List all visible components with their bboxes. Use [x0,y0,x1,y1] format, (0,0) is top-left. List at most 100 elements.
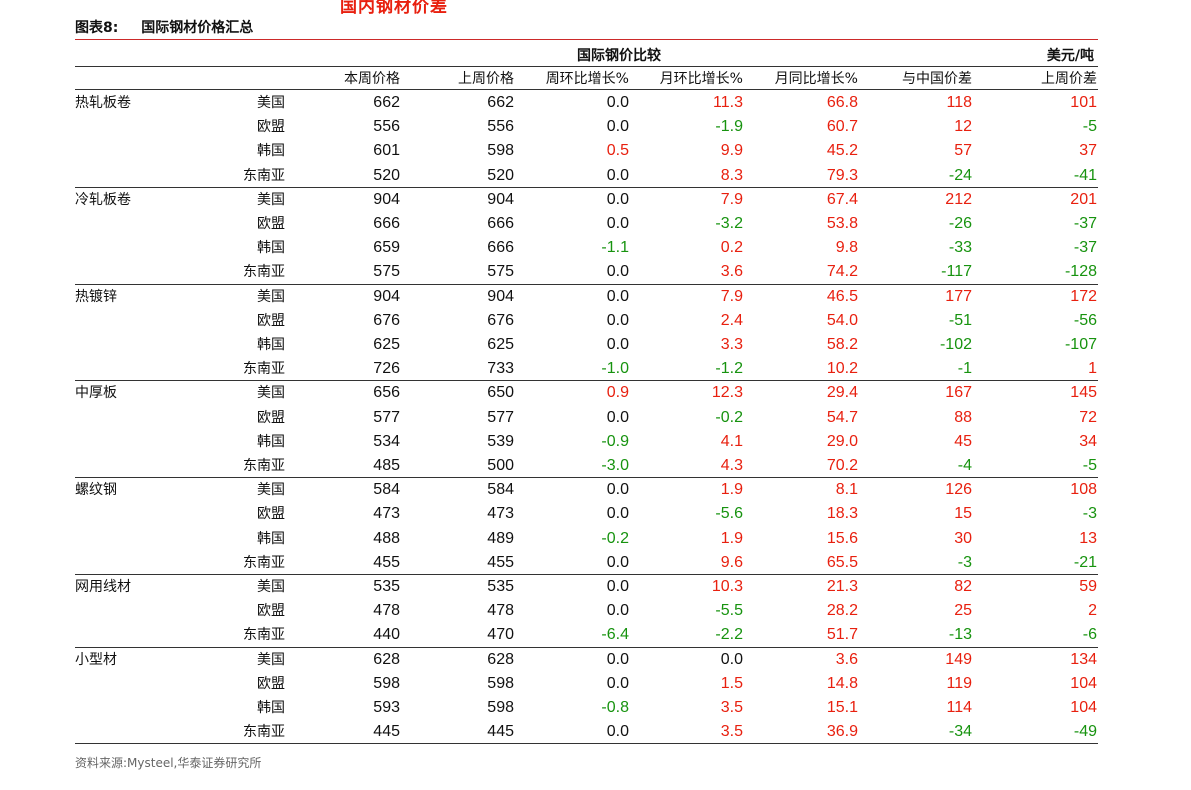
cell-value: 167 [945,384,972,402]
cell-value: 15.6 [826,529,858,547]
region-label: 韩国 [257,337,285,353]
cell-value: -41 [1073,166,1097,184]
group-separator [75,743,1098,745]
cell-value: -1 [957,360,972,378]
cell-value: 149 [945,650,972,668]
table-row: 螺纹钢 美国 584 584 0.0 1.9 8.1 126 108 [0,478,1191,502]
region-label: 欧盟 [257,603,285,620]
cell-value: 72 [1079,408,1097,426]
product-category: 中厚板 [75,385,117,402]
col-header-last-week: 上周价格 [458,71,514,87]
cell-value: 30 [954,529,972,547]
table-row: 欧盟 598 598 0.0 1.5 14.8 119 104 [0,672,1191,696]
cell-value: -37 [1073,239,1097,257]
column-header-rule [75,89,1098,90]
cell-value: -1.0 [601,360,629,378]
cell-value: 470 [487,626,514,644]
table-row: 欧盟 556 556 0.0 -1.9 60.7 12 -5 [0,115,1191,139]
cell-value: 51.7 [826,626,858,644]
cell-value: 440 [373,626,400,644]
cell-value: -102 [939,336,972,353]
cell-value: 666 [373,215,400,232]
group-separator [75,380,1098,382]
cell-value: 88 [954,408,972,426]
col-header-last-spread: 上周价差 [1041,71,1097,87]
cell-value: 3.3 [720,336,743,353]
cell-value: 0.0 [606,578,629,595]
cell-value: -3.2 [715,215,743,232]
region-label: 欧盟 [257,216,285,232]
cell-value: 575 [487,263,514,281]
cell-value: 628 [373,650,400,668]
cell-value: 0.0 [606,723,629,741]
cell-value: -49 [1073,723,1097,741]
cell-value: 904 [487,190,514,208]
cell-value: 598 [373,674,400,692]
cell-value: 584 [487,481,514,499]
cell-value: 10.2 [826,360,858,378]
cell-value: 0.0 [606,650,629,668]
cell-value: 584 [373,481,400,499]
cell-value: 13 [1079,529,1097,547]
cell-value: 733 [487,360,514,378]
cell-value: 53.8 [826,215,858,232]
cell-value: 0.9 [606,384,629,402]
table-row: 韩国 601 598 0.5 9.9 45.2 57 37 [0,139,1191,163]
region-label: 欧盟 [257,409,285,426]
cell-value: 656 [373,384,400,402]
cell-value: 489 [487,529,514,547]
region-label: 韩国 [257,240,285,257]
col-header-china-spread: 与中国价差 [902,71,972,87]
region-label: 美国 [257,579,285,595]
region-label: 韩国 [257,700,285,716]
cell-value: 29.0 [826,432,858,450]
cell-value: 66.8 [826,94,858,111]
cell-value: 29.4 [826,384,858,402]
cell-value: 1 [1088,360,1097,378]
region-label: 欧盟 [257,675,285,692]
cell-value: 34 [1079,432,1097,450]
cell-value: 0.0 [606,215,629,232]
cell-value: 0.0 [606,118,629,136]
group-separator [75,477,1098,479]
cell-value: 9.9 [720,142,743,160]
table-row: 韩国 659 666 -1.1 0.2 9.8 -33 -37 [0,236,1191,260]
cell-value: 500 [487,457,514,474]
cell-value: 0.0 [606,94,629,111]
cell-value: 3.5 [720,723,743,741]
cell-value: 445 [373,723,400,741]
table-row: 东南亚 440 470 -6.4 -2.2 51.7 -13 -6 [0,623,1191,647]
cell-value: 488 [373,529,400,547]
cell-value: 726 [373,360,400,378]
table-row: 中厚板 美国 656 650 0.9 12.3 29.4 167 145 [0,381,1191,405]
cell-value: -3 [957,553,972,571]
product-category: 小型材 [75,651,117,668]
region-label: 美国 [257,95,285,111]
cell-value: 7.9 [720,190,743,208]
cell-value: 593 [373,699,400,716]
cell-value: 0.0 [606,336,629,353]
cell-value: 2 [1088,602,1097,620]
cell-value: 134 [1070,650,1097,668]
cell-value: 177 [945,287,972,305]
cell-value: 104 [1070,674,1097,692]
cell-value: 118 [946,94,972,111]
cell-value: -5.6 [715,505,743,523]
cell-value: 556 [487,118,514,136]
cell-value: 11.3 [713,94,743,111]
region-label: 美国 [257,288,285,305]
product-category: 网用线材 [75,579,131,595]
region-label: 东南亚 [243,458,285,474]
cell-value: -37 [1073,215,1097,232]
previous-figure-title-fragment: 国内钢材价差 [340,0,448,17]
cell-value: -0.2 [601,529,629,547]
cell-value: 4.1 [720,432,743,450]
cell-value: -13 [948,626,972,644]
cell-value: 534 [373,432,400,450]
cell-value: 0.0 [720,650,743,668]
header-rule [75,66,1098,67]
cell-value: 676 [487,311,514,329]
group-separator [75,186,1098,188]
cell-value: 577 [487,408,514,426]
cell-value: -117 [941,263,972,281]
